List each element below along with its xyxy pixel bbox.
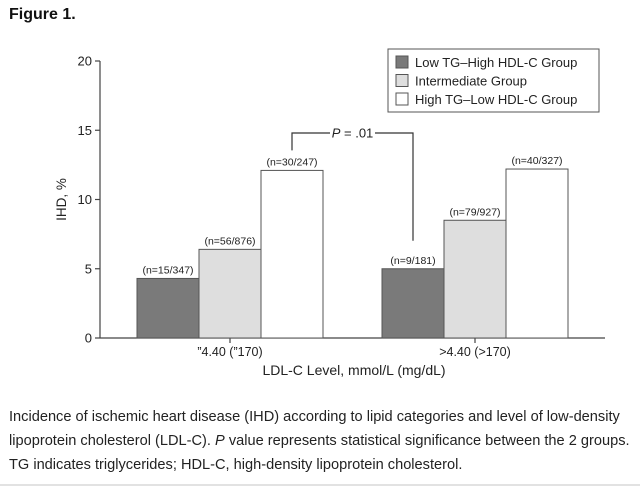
legend-box — [387, 48, 600, 113]
bar-data-label: (n=15/347) — [142, 264, 193, 276]
caption-part-2: value represents statistical significanc… — [9, 433, 630, 473]
y-tick-label: 20 — [78, 54, 92, 69]
bar — [198, 248, 262, 339]
bar-data-label: (n=40/327) — [511, 155, 562, 167]
legend-swatch — [395, 92, 409, 106]
significance-bracket-right — [375, 132, 414, 241]
legend-label: High TG–Low HDL-C Group — [415, 92, 577, 107]
x-tick-label: >4.40 (>170) — [439, 345, 511, 359]
bar — [260, 169, 324, 339]
legend-label: Low TG–High HDL-C Group — [415, 55, 577, 70]
x-axis-title: LDL-C Level, mmol/L (mg/dL) — [262, 362, 445, 378]
caption-part-1: Incidence of ischemic heart disease (IHD… — [9, 409, 620, 449]
y-tick-label: 5 — [85, 261, 92, 276]
y-tick-label: 0 — [85, 331, 92, 346]
legend-swatch — [395, 55, 409, 69]
annotation-p: P — [332, 126, 341, 141]
annotation-value: = .01 — [340, 126, 373, 141]
bar-data-label: (n=30/247) — [266, 156, 317, 168]
x-tick-label: ”4.40 (”170) — [197, 345, 262, 359]
figure-label: Figure 1. — [9, 6, 76, 23]
bar — [505, 168, 569, 339]
bar — [381, 268, 445, 339]
caption-p-italic: P — [215, 433, 225, 449]
bottom-divider — [0, 484, 640, 486]
bar-data-label: (n=79/927) — [449, 206, 500, 218]
legend-label: Intermediate Group — [415, 74, 527, 89]
bar — [136, 277, 200, 339]
legend-swatch — [395, 74, 409, 87]
y-tick-label: 15 — [78, 123, 92, 138]
bar-data-label: (n=56/876) — [204, 235, 255, 247]
significance-annotation: P = .01 — [332, 126, 374, 141]
chart-svg: 0 5 10 15 20 IHD, % LDL-C Level, mmol/L (mg/dL… — [54, 48, 605, 378]
significance-bracket-left — [291, 132, 330, 151]
figure-caption: Incidence of ischemic heart disease (IHD… — [9, 405, 631, 477]
bar — [443, 219, 507, 339]
bar-data-label: (n=9/181) — [390, 255, 435, 267]
bar-chart: 0 5 10 15 20 IHD, % LDL-C Level, mmol/L (mg/dL… — [9, 44, 619, 384]
y-axis-title: IHD, % — [54, 178, 69, 221]
y-tick-label: 10 — [78, 192, 92, 207]
